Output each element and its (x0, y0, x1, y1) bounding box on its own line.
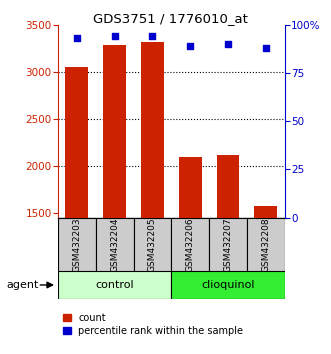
FancyBboxPatch shape (171, 271, 285, 299)
Point (74, 35, 79, 41)
Point (225, 41, 231, 47)
Point (188, 43, 193, 49)
Text: GSM432207: GSM432207 (223, 217, 232, 272)
FancyBboxPatch shape (171, 218, 209, 271)
FancyBboxPatch shape (247, 218, 285, 271)
Text: control: control (95, 280, 134, 290)
Text: GSM432208: GSM432208 (261, 217, 270, 272)
Point (112, 34, 117, 39)
Text: GSM432206: GSM432206 (186, 217, 195, 272)
Text: clioquinol: clioquinol (201, 280, 255, 290)
Bar (141, 42, 164, 218)
FancyBboxPatch shape (133, 218, 171, 271)
Bar (179, 158, 202, 218)
Text: GSM432204: GSM432204 (110, 217, 119, 272)
Legend: count, percentile rank within the sample: count, percentile rank within the sample (63, 313, 243, 336)
Text: GDS3751 / 1776010_at: GDS3751 / 1776010_at (93, 12, 248, 25)
Text: agent: agent (7, 280, 39, 290)
Text: GSM432205: GSM432205 (148, 217, 157, 272)
FancyBboxPatch shape (209, 218, 247, 271)
FancyBboxPatch shape (96, 218, 133, 271)
Point (263, 45, 268, 51)
Text: GSM432203: GSM432203 (72, 217, 81, 272)
Bar (216, 155, 239, 218)
FancyBboxPatch shape (58, 218, 96, 271)
Bar (103, 45, 126, 218)
Point (150, 34, 155, 39)
Bar (255, 206, 277, 218)
FancyBboxPatch shape (58, 271, 171, 299)
Bar (66, 67, 88, 218)
